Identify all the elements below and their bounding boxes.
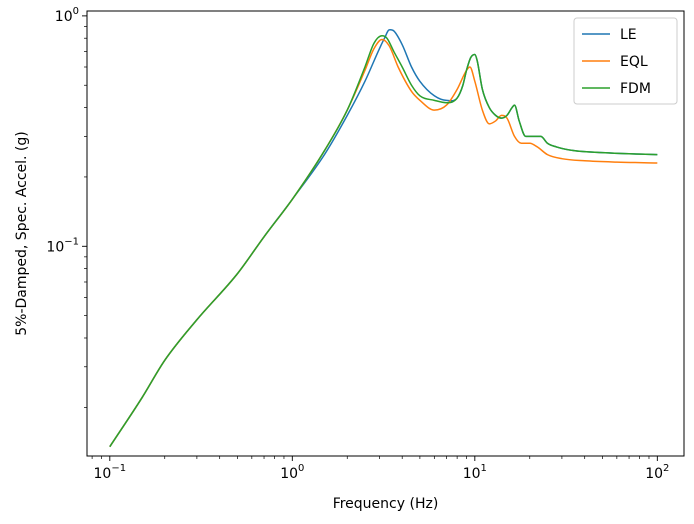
y-tick-label: 100 [55, 6, 79, 25]
y-axis-label: 5%-Damped, Spec. Accel. (g) [14, 131, 30, 335]
series-layer [109, 29, 658, 448]
x-tick-label: 102 [645, 463, 669, 482]
legend-box [573, 17, 678, 105]
x-tick-label: 100 [280, 463, 304, 482]
x-tick-label: 101 [463, 463, 487, 482]
legend: LE EQL FDM [573, 17, 678, 105]
legend-label-eql: EQL [620, 54, 648, 70]
plot-frame [86, 10, 685, 457]
legend-label-le: LE [620, 27, 637, 43]
y-tick-label: 10−1 [46, 236, 79, 255]
ticks-layer: 10−1 100 101 102 10−1 100 [46, 6, 669, 482]
legend-label-fdm: FDM [620, 81, 651, 97]
x-tick-label: 10−1 [94, 463, 127, 482]
series-line-fdm [109, 34, 658, 448]
x-axis-label: Frequency (Hz) [333, 496, 439, 512]
